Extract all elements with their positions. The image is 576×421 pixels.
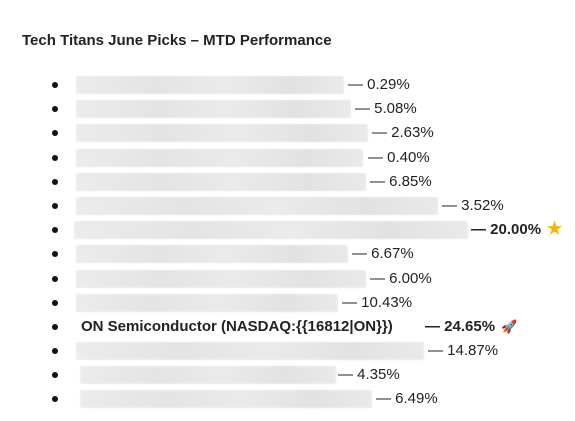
- redacted-stock-name: [76, 172, 366, 191]
- redacted-stock-name: [80, 366, 336, 385]
- pick-change: — 6.67%: [352, 245, 414, 263]
- bullet-icon: [52, 82, 58, 88]
- bullet-icon: [52, 178, 58, 185]
- redacted-stock-name: [76, 124, 368, 143]
- bullet-icon: [52, 130, 58, 137]
- bullet-icon: [52, 372, 58, 379]
- pick-stock-name: ON Semiconductor (NASDAQ:{{16812|ON}}): [81, 317, 393, 335]
- document-title: Tech Titans June Picks – MTD Performance: [22, 32, 332, 49]
- pick-change: — 6.00%: [370, 269, 432, 287]
- pick-change: — 0.29%: [348, 76, 410, 93]
- bullet-icon: [52, 227, 58, 234]
- pick-change: — 10.43%: [342, 293, 413, 311]
- bullet-icon: [52, 154, 58, 161]
- redacted-stock-name: [76, 342, 424, 361]
- redacted-stock-name: [76, 76, 344, 94]
- bullet-icon: [52, 348, 58, 355]
- bullet-icon: [52, 202, 58, 209]
- bullet-icon: [52, 251, 58, 258]
- pick-change: — 3.52%: [442, 196, 504, 214]
- bullet-icon: [52, 323, 58, 330]
- star-icon: ★: [547, 219, 563, 239]
- redacted-stock-name: [76, 196, 438, 215]
- redacted-stock-name: [76, 100, 351, 119]
- bullet-icon: [52, 275, 58, 282]
- rocket-icon: 🚀: [501, 318, 518, 334]
- redacted-stock-name: [74, 221, 468, 240]
- bullet-icon: [52, 299, 58, 306]
- bullet-icon: [52, 396, 58, 403]
- pick-change: — 6.49%: [376, 390, 438, 408]
- redacted-stock-name: [76, 293, 338, 312]
- redacted-stock-name: [80, 390, 372, 409]
- pick-change: — 14.87%: [428, 342, 499, 360]
- pick-change: — 2.63%: [372, 124, 434, 142]
- pick-change-value: — 24.65%: [425, 317, 496, 335]
- pick-change: — 0.40%: [368, 148, 430, 166]
- pick-change: — 20.00% ★: [471, 218, 562, 242]
- redacted-stock-name: [76, 148, 363, 167]
- pick-change: — 6.85%: [370, 172, 432, 190]
- pick-change-value: — 20.00%: [471, 221, 542, 239]
- pick-change: — 4.35%: [338, 366, 400, 384]
- redacted-stock-name: [76, 245, 348, 264]
- bullet-icon: [52, 106, 58, 113]
- redacted-stock-name: [76, 269, 366, 288]
- pick-change: — 24.65% 🚀: [425, 315, 517, 339]
- pick-change: — 5.08%: [355, 100, 417, 118]
